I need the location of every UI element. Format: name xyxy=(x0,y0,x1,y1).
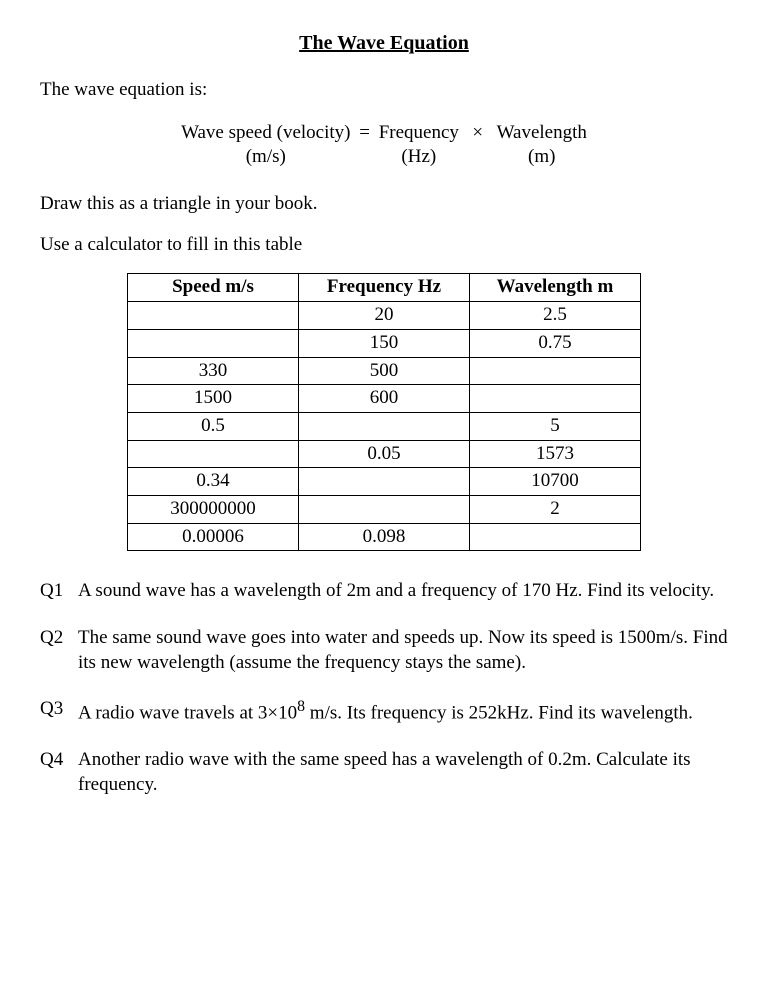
instruction-triangle: Draw this as a triangle in your book. xyxy=(40,192,728,217)
table-cell: 0.00006 xyxy=(128,523,299,551)
table-cell: 150 xyxy=(299,329,470,357)
table-cell: 600 xyxy=(299,385,470,413)
table-row: 0.34 10700 xyxy=(128,468,641,496)
table-cell: 20 xyxy=(299,302,470,330)
table-cell: 0.75 xyxy=(470,329,641,357)
table-cell xyxy=(128,440,299,468)
table-cell xyxy=(470,357,641,385)
wave-table: Speed m/sFrequency HzWavelength m 202.51… xyxy=(127,273,641,551)
table-cell xyxy=(299,412,470,440)
table-cell: 0.5 xyxy=(128,412,299,440)
equation-term: Wave speed (velocity)(m/s) xyxy=(181,121,350,170)
table-row: 1500600 xyxy=(128,385,641,413)
question: Q3A radio wave travels at 3×108 m/s. Its… xyxy=(40,697,728,726)
table-cell: 1500 xyxy=(128,385,299,413)
equation-separator: × xyxy=(459,121,497,170)
question-text: Another radio wave with the same speed h… xyxy=(78,748,728,797)
equation: Wave speed (velocity)(m/s) = Frequency(H… xyxy=(40,121,728,170)
table-cell xyxy=(299,468,470,496)
table-cell xyxy=(128,302,299,330)
question: Q1A sound wave has a wavelength of 2m an… xyxy=(40,579,728,604)
table-row: 202.5 xyxy=(128,302,641,330)
instruction-table: Use a calculator to fill in this table xyxy=(40,233,728,258)
question: Q2The same sound wave goes into water an… xyxy=(40,626,728,675)
table-cell: 300000000 xyxy=(128,495,299,523)
question-label: Q2 xyxy=(40,626,78,675)
table-cell: 0.34 xyxy=(128,468,299,496)
question-text: A radio wave travels at 3×108 m/s. Its f… xyxy=(78,697,728,726)
table-cell: 2.5 xyxy=(470,302,641,330)
table-cell: 2 xyxy=(470,495,641,523)
question: Q4Another radio wave with the same speed… xyxy=(40,748,728,797)
table-row: 330500 xyxy=(128,357,641,385)
table-cell xyxy=(128,329,299,357)
equation-term: Frequency(Hz) xyxy=(379,121,459,170)
table-cell: 10700 xyxy=(470,468,641,496)
question-text: A sound wave has a wavelength of 2m and … xyxy=(78,579,728,604)
intro-text: The wave equation is: xyxy=(40,78,728,103)
questions: Q1A sound wave has a wavelength of 2m an… xyxy=(40,579,728,797)
table-row: 0.051573 xyxy=(128,440,641,468)
table-header: Speed m/s xyxy=(128,274,299,302)
table-cell: 5 xyxy=(470,412,641,440)
table-cell: 0.098 xyxy=(299,523,470,551)
table-cell xyxy=(470,385,641,413)
page-title: The Wave Equation xyxy=(40,30,728,56)
table-header: Wavelength m xyxy=(470,274,641,302)
table-cell xyxy=(470,523,641,551)
table-cell: 330 xyxy=(128,357,299,385)
table-cell: 1573 xyxy=(470,440,641,468)
equation-separator: = xyxy=(350,121,378,170)
table-cell: 500 xyxy=(299,357,470,385)
question-label: Q4 xyxy=(40,748,78,797)
table-row: 0.000060.098 xyxy=(128,523,641,551)
table-header: Frequency Hz xyxy=(299,274,470,302)
question-label: Q3 xyxy=(40,697,78,726)
table-row: 1500.75 xyxy=(128,329,641,357)
table-cell: 0.05 xyxy=(299,440,470,468)
table-cell xyxy=(299,495,470,523)
question-text: The same sound wave goes into water and … xyxy=(78,626,728,675)
table-row: 300000000 2 xyxy=(128,495,641,523)
equation-term: Wavelength(m) xyxy=(497,121,587,170)
table-row: 0.55 xyxy=(128,412,641,440)
question-label: Q1 xyxy=(40,579,78,604)
